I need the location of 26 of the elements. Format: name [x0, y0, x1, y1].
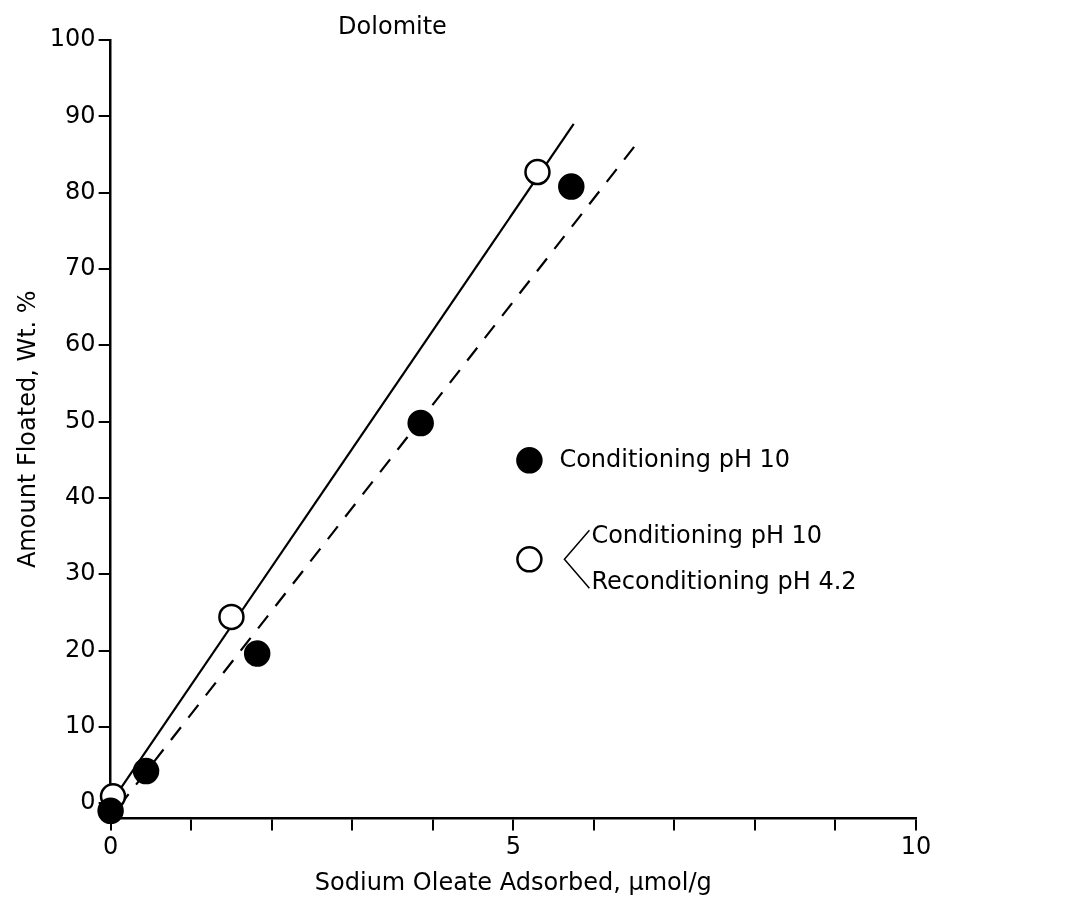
x-tick-label: 5	[505, 832, 521, 861]
point	[524, 158, 551, 186]
x-tick-label: 10	[900, 832, 932, 861]
y-tick-label: 0	[80, 787, 96, 816]
y-tick-label: 10	[65, 711, 96, 740]
x-axis-title: Sodium Oleate Adsorbed, μmol/g	[314, 867, 712, 896]
point	[97, 797, 124, 825]
legend-label: Conditioning pH 10	[559, 444, 791, 473]
point	[407, 409, 434, 437]
y-tick-label: 70	[65, 253, 96, 282]
y-tick-label: 50	[65, 405, 96, 434]
y-tick-label: 80	[65, 176, 96, 205]
y-tick-label: 40	[65, 482, 96, 511]
y-tick-label: 90	[65, 100, 96, 129]
chart-title: Dolomite	[338, 12, 447, 41]
y-tick-label: 60	[65, 329, 96, 358]
y-tick-label: 20	[65, 634, 96, 663]
point	[243, 640, 271, 667]
x-tick-label: 0	[102, 832, 119, 861]
y-tick-label: 30	[65, 558, 96, 587]
point	[218, 603, 245, 631]
point	[132, 757, 160, 785]
y-axis-title: Amount Floated, Wt. %	[12, 290, 41, 569]
legend-label: Conditioning pH 10 Reconditioning pH 4.2	[591, 520, 857, 595]
y-tick-label: 100	[49, 24, 96, 53]
point	[558, 173, 585, 200]
